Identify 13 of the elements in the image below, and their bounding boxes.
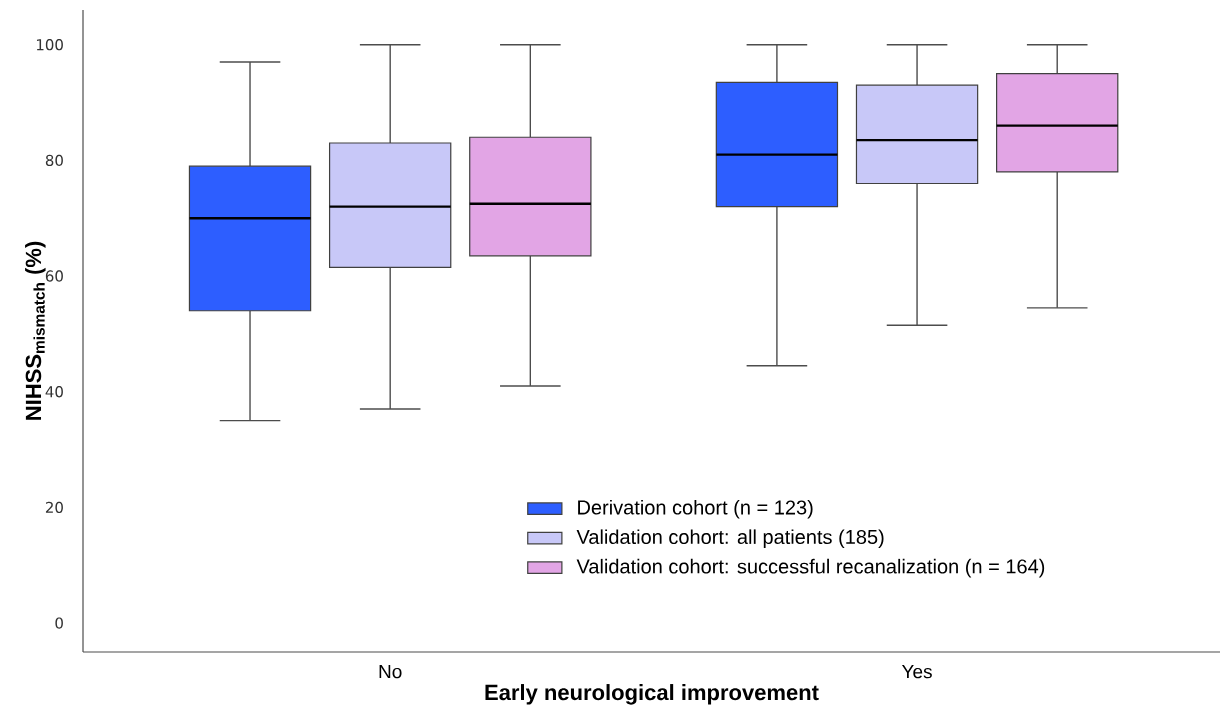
x-axis-title: Early neurological improvement <box>485 684 819 705</box>
y-tick-label: 20 <box>45 501 63 514</box>
y-tick-label: 40 <box>45 386 63 398</box>
y-tick-label: 0 <box>55 617 63 629</box>
x-tick-label: Yes <box>901 665 932 679</box>
y-axis-title: NIHSS$_{mismatch}$ (%) <box>25 241 46 420</box>
y-tick-label: 100 <box>36 39 63 51</box>
y-tick-label: 60 <box>45 270 63 282</box>
legend-label: Derivation cohort (n = 123) <box>578 499 813 519</box>
y-tick-label: 80 <box>45 154 63 167</box>
x-tick-label: No <box>379 665 402 679</box>
legend-label: Validation cohort: all patients (185) <box>576 529 884 549</box>
legend-label: Validation cohort: successful recanalization (n = 164) <box>576 558 1045 578</box>
